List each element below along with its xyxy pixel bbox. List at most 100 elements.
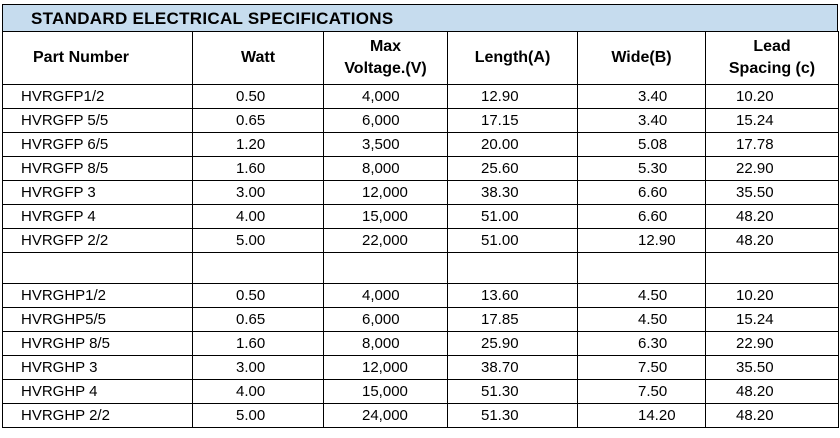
cell-watt: 1.20	[192, 132, 324, 157]
table-row: HVRGFP 4 4.00 15,000 51.00 6.60 48.20	[2, 204, 839, 229]
table-row: HVRGHP 8/5 1.60 8,000 25.90 6.30 22.90	[2, 331, 839, 356]
header-row: Part Number Watt Max Voltage.(V) Length(…	[2, 31, 839, 85]
cell-part-number: HVRGHP 8/5	[2, 331, 193, 356]
spacer-cell	[192, 252, 324, 284]
cell-max-voltage: 6,000	[323, 307, 448, 332]
cell-part-number: HVRGHP 4	[2, 379, 193, 404]
cell-max-voltage: 15,000	[323, 204, 448, 229]
cell-wide: 5.08	[577, 132, 706, 157]
cell-part-number: HVRGFP 8/5	[2, 156, 193, 181]
cell-watt: 4.00	[192, 379, 324, 404]
spacer-cell	[705, 252, 839, 284]
cell-length: 25.60	[447, 156, 578, 181]
cell-watt: 0.65	[192, 307, 324, 332]
cell-lead-spacing: 17.78	[705, 132, 839, 157]
cell-wide: 5.30	[577, 156, 706, 181]
cell-watt: 1.60	[192, 331, 324, 356]
cell-wide: 6.60	[577, 204, 706, 229]
cell-length: 13.60	[447, 283, 578, 308]
header-part-number: Part Number	[2, 31, 193, 85]
cell-wide: 3.40	[577, 108, 706, 133]
cell-part-number: HVRGFP 2/2	[2, 228, 193, 253]
cell-wide: 7.50	[577, 379, 706, 404]
cell-lead-spacing: 48.20	[705, 379, 839, 404]
spec-table-container: STANDARD ELECTRICAL SPECIFICATIONS Part …	[2, 4, 839, 428]
table-row: HVRGFP 2/2 5.00 22,000 51.00 12.90 48.20	[2, 228, 839, 253]
cell-max-voltage: 22,000	[323, 228, 448, 253]
cell-length: 51.30	[447, 403, 578, 428]
table-row: HVRGHP1/2 0.50 4,000 13.60 4.50 10.20	[2, 283, 839, 308]
header-wide: Wide(B)	[577, 31, 706, 85]
spacer-cell	[577, 252, 706, 284]
cell-lead-spacing: 10.20	[705, 84, 839, 109]
cell-max-voltage: 8,000	[323, 156, 448, 181]
cell-watt: 0.50	[192, 84, 324, 109]
cell-lead-spacing: 48.20	[705, 204, 839, 229]
cell-part-number: HVRGFP 5/5	[2, 108, 193, 133]
cell-watt: 3.00	[192, 180, 324, 205]
cell-length: 51.30	[447, 379, 578, 404]
cell-part-number: HVRGHP1/2	[2, 283, 193, 308]
spacer-cell	[323, 252, 448, 284]
cell-max-voltage: 4,000	[323, 283, 448, 308]
cell-watt: 3.00	[192, 355, 324, 380]
cell-wide: 12.90	[577, 228, 706, 253]
table-row: HVRGFP 6/5 1.20 3,500 20.00 5.08 17.78	[2, 132, 839, 157]
table-title: STANDARD ELECTRICAL SPECIFICATIONS	[2, 4, 838, 31]
cell-length: 20.00	[447, 132, 578, 157]
header-max-voltage-line2: Voltage.(V)	[344, 60, 427, 77]
cell-wide: 14.20	[577, 403, 706, 428]
cell-lead-spacing: 48.20	[705, 403, 839, 428]
cell-max-voltage: 3,500	[323, 132, 448, 157]
cell-lead-spacing: 35.50	[705, 355, 839, 380]
cell-max-voltage: 8,000	[323, 331, 448, 356]
table-body: HVRGFP1/2 0.50 4,000 12.90 3.40 10.20 HVRGFP 5…	[2, 84, 839, 428]
cell-watt: 0.65	[192, 108, 324, 133]
table-row: HVRGHP5/5 0.65 6,000 17.85 4.50 15.24	[2, 307, 839, 332]
cell-length: 17.85	[447, 307, 578, 332]
cell-part-number: HVRGFP 3	[2, 180, 193, 205]
cell-lead-spacing: 15.24	[705, 108, 839, 133]
table-row: HVRGHP 3 3.00 12,000 38.70 7.50 35.50	[2, 355, 839, 380]
cell-length: 51.00	[447, 204, 578, 229]
cell-watt: 1.60	[192, 156, 324, 181]
cell-max-voltage: 6,000	[323, 108, 448, 133]
table-row: HVRGHP 2/2 5.00 24,000 51.30 14.20 48.20	[2, 403, 839, 428]
cell-length: 38.30	[447, 180, 578, 205]
table-row: HVRGFP 3 3.00 12,000 38.30 6.60 35.50	[2, 180, 839, 205]
cell-part-number: HVRGFP 6/5	[2, 132, 193, 157]
table-row: HVRGFP 8/5 1.60 8,000 25.60 5.30 22.90	[2, 156, 839, 181]
spacer-cell	[447, 252, 578, 284]
table-row: HVRGFP 5/5 0.65 6,000 17.15 3.40 15.24	[2, 108, 839, 133]
cell-length: 38.70	[447, 355, 578, 380]
header-max-voltage-line1: Max	[369, 38, 402, 55]
table-row: HVRGHP 4 4.00 15,000 51.30 7.50 48.20	[2, 379, 839, 404]
cell-part-number: HVRGFP1/2	[2, 84, 193, 109]
header-max-voltage: Max Voltage.(V)	[323, 31, 448, 85]
cell-wide: 7.50	[577, 355, 706, 380]
cell-lead-spacing: 48.20	[705, 228, 839, 253]
cell-lead-spacing: 10.20	[705, 283, 839, 308]
cell-length: 51.00	[447, 228, 578, 253]
cell-length: 12.90	[447, 84, 578, 109]
cell-wide: 6.30	[577, 331, 706, 356]
cell-wide: 6.60	[577, 180, 706, 205]
cell-length: 17.15	[447, 108, 578, 133]
table-row: HVRGFP1/2 0.50 4,000 12.90 3.40 10.20	[2, 84, 839, 109]
cell-wide: 4.50	[577, 283, 706, 308]
cell-max-voltage: 15,000	[323, 379, 448, 404]
spacer-row	[2, 252, 839, 284]
cell-lead-spacing: 35.50	[705, 180, 839, 205]
cell-max-voltage: 4,000	[323, 84, 448, 109]
header-lead-spacing: Lead Spacing (c)	[705, 31, 839, 85]
specifications-table: Part Number Watt Max Voltage.(V) Length(…	[2, 31, 839, 428]
header-length: Length(A)	[447, 31, 578, 85]
cell-watt: 5.00	[192, 228, 324, 253]
cell-lead-spacing: 22.90	[705, 156, 839, 181]
cell-lead-spacing: 15.24	[705, 307, 839, 332]
header-watt: Watt	[192, 31, 324, 85]
header-lead-spacing-line1: Lead	[753, 38, 791, 55]
cell-part-number: HVRGFP 4	[2, 204, 193, 229]
cell-part-number: HVRGHP 3	[2, 355, 193, 380]
cell-wide: 4.50	[577, 307, 706, 332]
